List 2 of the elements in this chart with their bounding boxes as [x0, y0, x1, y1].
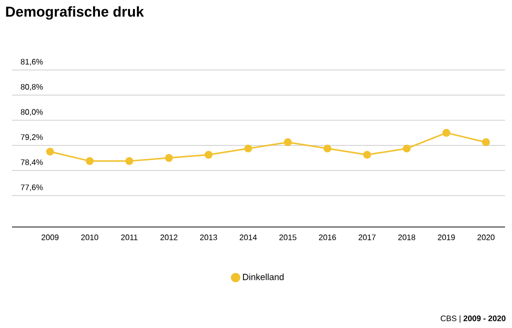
chart-title: Demografische druk	[6, 6, 144, 20]
legend-label: Dinkelland	[243, 274, 284, 280]
